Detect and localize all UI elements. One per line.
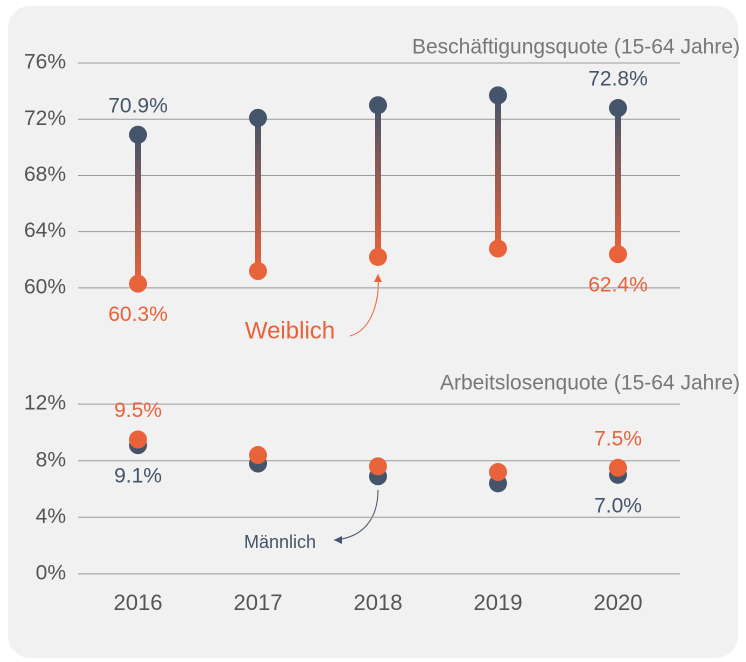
annotation-arrow (333, 489, 379, 541)
chart-title: Beschäftigungsquote (15-64 Jahre) (412, 36, 740, 59)
annotation: Weiblich (245, 317, 335, 344)
dot (249, 446, 267, 465)
dot (249, 262, 267, 281)
y-tick-label: 72% (24, 107, 66, 130)
x-tick-label: 2017 (234, 590, 283, 615)
data-label: 60.3% (108, 303, 168, 326)
dot (369, 457, 387, 476)
data-label: 70.9% (108, 94, 168, 117)
y-tick-label: 76% (24, 51, 66, 74)
y-tick-label: 8% (36, 448, 66, 471)
dot (129, 125, 147, 144)
x-tick-label: 2020 (594, 590, 643, 615)
y-tick-label: 64% (24, 219, 66, 242)
chart-title: Arbeitslosenquote (15-64 Jahre) (440, 372, 740, 395)
dot (489, 86, 507, 105)
stem (135, 134, 141, 284)
y-tick-label: 0% (36, 561, 66, 584)
dot (609, 458, 627, 477)
data-label: 9.1% (114, 465, 162, 488)
dot (489, 463, 507, 482)
data-label: 7.5% (594, 427, 642, 450)
dot (129, 274, 147, 293)
y-tick-label: 4% (36, 505, 66, 528)
stem (375, 105, 381, 257)
y-tick-label: 12% (24, 392, 66, 415)
dot (609, 245, 627, 264)
x-tick-label: 2019 (474, 590, 523, 615)
dot (489, 239, 507, 258)
y-tick-label: 60% (24, 275, 66, 298)
x-tick-label: 2018 (354, 590, 403, 615)
stem (495, 95, 501, 249)
data-label: 62.4% (588, 274, 648, 297)
stem (615, 108, 621, 255)
card (8, 6, 738, 658)
arrow-head (374, 274, 382, 282)
y-tick-label: 68% (24, 163, 66, 186)
stem (255, 117, 261, 272)
dot (249, 108, 267, 127)
dot (609, 99, 627, 118)
dot (129, 430, 147, 449)
data-label: 9.5% (114, 399, 162, 422)
data-label: 7.0% (594, 494, 642, 517)
dot (369, 247, 387, 266)
annotation: Männlich (244, 532, 316, 552)
arrow-head (334, 536, 342, 544)
dot (369, 96, 387, 115)
x-tick-label: 2016 (114, 590, 163, 615)
data-label: 72.8% (588, 68, 648, 91)
